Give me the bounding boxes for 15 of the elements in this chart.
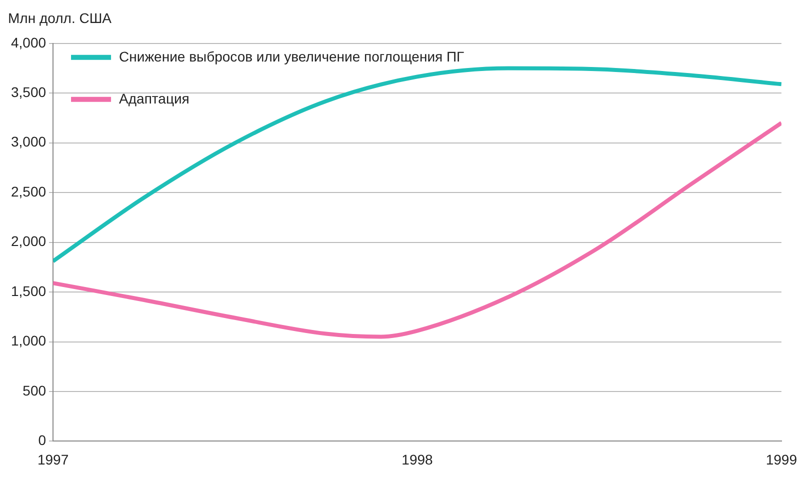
- y-tick-label: 3,000: [10, 134, 46, 150]
- y-tick-label: 2,500: [10, 183, 46, 200]
- y-tick-label: 4,000: [10, 34, 46, 50]
- y-tick-label: 2,000: [10, 233, 46, 250]
- y-tick-label: 500: [22, 382, 46, 398]
- legend-label: Адаптация: [119, 90, 190, 106]
- y-axis-title: Млн долл. США: [8, 9, 112, 28]
- legend-label: Снижение выбросов или увеличение поглощения ПГ: [119, 48, 465, 64]
- y-tick-label: 1,000: [10, 332, 46, 349]
- x-tick-label: 1998: [402, 451, 434, 468]
- y-tick-label: 1,500: [10, 282, 46, 299]
- y-tick-label: 3,500: [10, 84, 46, 100]
- y-tick-label: 0: [38, 432, 46, 448]
- x-tick-label: 1999: [766, 451, 798, 468]
- x-tick-label: 1997: [37, 451, 69, 468]
